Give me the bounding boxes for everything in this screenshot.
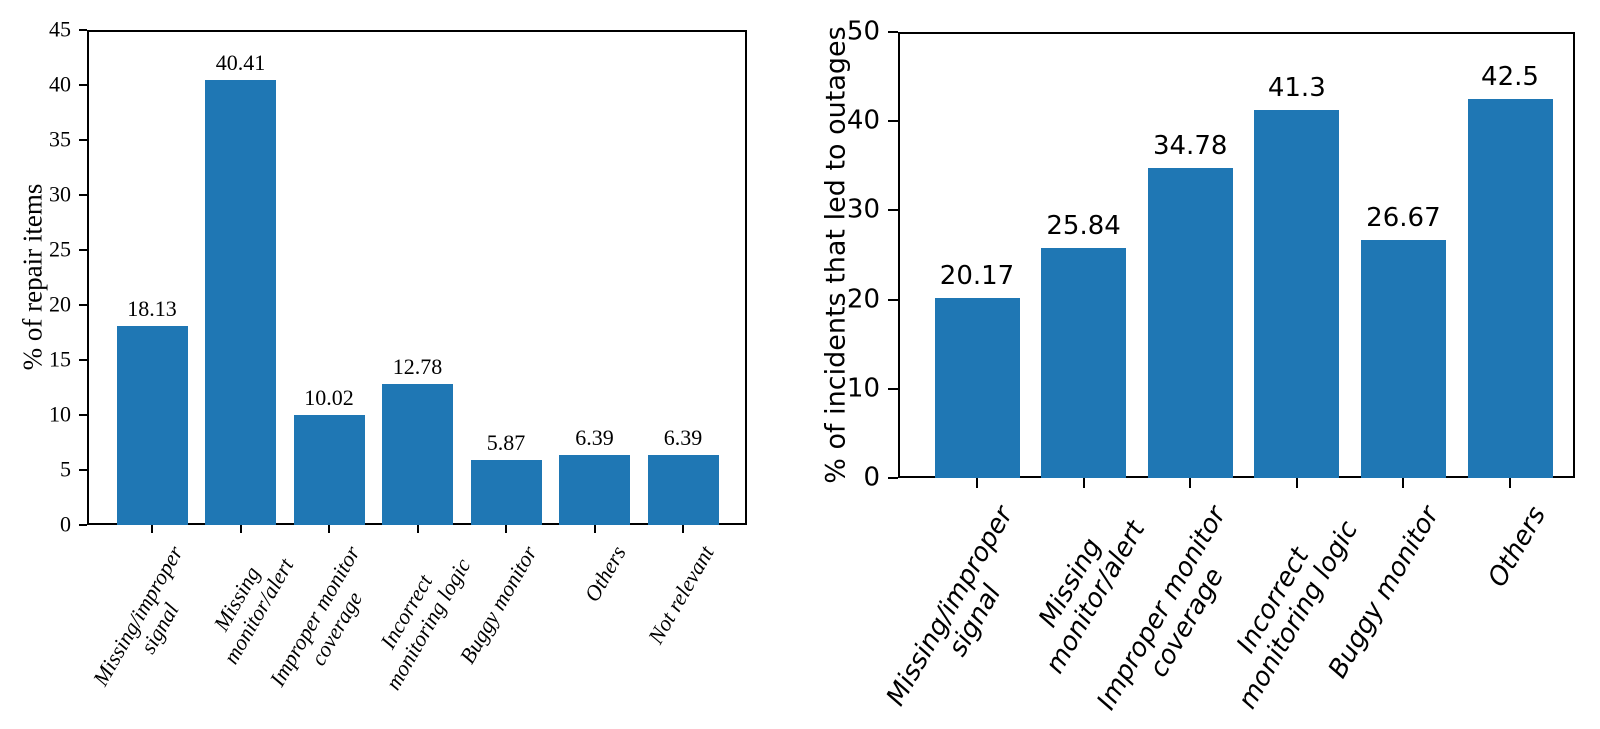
x-tick <box>416 525 419 533</box>
bar <box>470 460 542 525</box>
bar <box>1360 240 1446 478</box>
x-tick <box>1189 478 1192 488</box>
y-tick-label: 10 <box>846 373 880 404</box>
y-tick-label: 0 <box>60 511 71 537</box>
y-tick-label: 10 <box>49 401 71 427</box>
bar-value-label: 42.5 <box>1481 61 1539 92</box>
y-tick <box>888 120 898 123</box>
y-tick <box>888 477 898 479</box>
y-tick <box>888 209 898 212</box>
bar <box>1147 167 1233 478</box>
x-tick <box>1509 478 1511 488</box>
y-tick <box>888 31 898 33</box>
bar <box>559 454 630 525</box>
bar <box>205 80 276 525</box>
x-tick <box>505 525 507 533</box>
y-tick <box>79 84 87 86</box>
bar <box>1254 109 1340 478</box>
y-tick <box>79 469 87 471</box>
bar <box>116 325 188 525</box>
y-tick <box>888 387 898 390</box>
y-tick <box>79 29 87 31</box>
y-tick-label: 30 <box>49 181 71 207</box>
y-tick <box>79 139 87 141</box>
y-axis-label: % of incidents that led to outages <box>820 26 852 484</box>
y-tick-label: 15 <box>49 346 71 372</box>
x-tick <box>1082 478 1085 488</box>
x-tick <box>593 525 596 533</box>
bar-value-label: 12.78 <box>392 354 443 380</box>
x-tick <box>328 525 330 533</box>
bar <box>647 454 719 525</box>
y-tick-label: 20 <box>49 291 71 317</box>
y-tick-label: 25 <box>49 236 71 262</box>
x-tick <box>1402 478 1405 488</box>
bar-value-label: 6.39 <box>575 424 614 450</box>
y-tick-label: 40 <box>49 71 71 97</box>
x-tick <box>1295 478 1298 488</box>
bar-value-label: 18.13 <box>127 295 177 321</box>
x-tick <box>976 478 978 488</box>
y-tick <box>79 524 87 526</box>
y-tick <box>79 249 87 251</box>
bar-value-label: 10.02 <box>304 384 354 410</box>
y-tick-label: 5 <box>60 456 71 482</box>
x-tick <box>682 525 684 533</box>
x-tick <box>151 525 153 533</box>
y-tick <box>79 414 87 416</box>
bar <box>1041 247 1127 478</box>
y-tick-label: 35 <box>49 126 71 152</box>
y-tick-label: 40 <box>846 105 880 136</box>
y-tick-label: 0 <box>863 462 880 493</box>
y-tick-label: 50 <box>846 16 880 47</box>
bar <box>1467 98 1553 478</box>
bar-value-label: 40.41 <box>215 50 266 76</box>
y-tick-label: 30 <box>846 194 880 225</box>
bar <box>934 298 1020 478</box>
bar-value-label: 5.87 <box>486 430 526 456</box>
bar-value-label: 6.39 <box>663 424 703 450</box>
bar-value-label: 20.17 <box>939 261 1015 292</box>
bar <box>293 414 365 525</box>
y-tick-label: 45 <box>49 16 71 42</box>
y-tick <box>888 298 898 301</box>
bar-value-label: 26.67 <box>1366 203 1441 234</box>
x-category-label: Missing/improper signal <box>880 501 1020 711</box>
bar-value-label: 25.84 <box>1046 210 1121 241</box>
y-tick <box>79 194 87 196</box>
y-tick <box>79 304 87 306</box>
bar-value-label: 41.3 <box>1267 72 1326 103</box>
bar <box>382 384 453 525</box>
bar-value-label: 34.78 <box>1152 130 1228 161</box>
y-tick <box>79 359 87 361</box>
x-category-label: Others <box>1482 501 1553 593</box>
y-tick-label: 20 <box>846 283 880 314</box>
x-tick <box>239 525 242 533</box>
plot-area <box>898 32 1575 478</box>
